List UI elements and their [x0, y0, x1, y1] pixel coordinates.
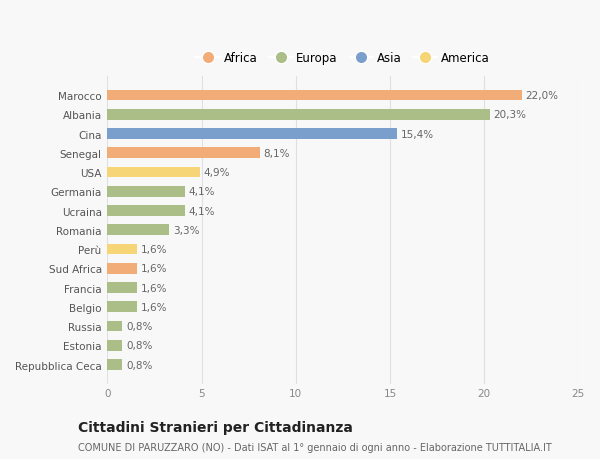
Bar	[107, 244, 137, 255]
Text: 0,8%: 0,8%	[126, 341, 152, 351]
Bar	[107, 321, 122, 331]
Text: 15,4%: 15,4%	[401, 129, 434, 139]
Text: 4,1%: 4,1%	[188, 187, 215, 197]
Text: 1,6%: 1,6%	[141, 264, 168, 274]
Text: 3,3%: 3,3%	[173, 225, 200, 235]
Bar	[107, 359, 122, 370]
Text: 1,6%: 1,6%	[141, 245, 168, 254]
Text: 0,8%: 0,8%	[126, 360, 152, 370]
Text: 20,3%: 20,3%	[494, 110, 527, 120]
Bar	[107, 186, 185, 197]
Text: 1,6%: 1,6%	[141, 283, 168, 293]
Bar	[107, 110, 490, 120]
Text: 8,1%: 8,1%	[264, 148, 290, 158]
Bar	[107, 340, 122, 351]
Bar	[107, 302, 137, 313]
Text: Cittadini Stranieri per Cittadinanza: Cittadini Stranieri per Cittadinanza	[78, 420, 353, 434]
Legend: Africa, Europa, Asia, America: Africa, Europa, Asia, America	[196, 52, 489, 65]
Bar	[107, 263, 137, 274]
Text: 1,6%: 1,6%	[141, 302, 168, 312]
Bar	[107, 129, 397, 140]
Text: 22,0%: 22,0%	[526, 91, 559, 101]
Bar	[107, 90, 522, 101]
Text: 4,1%: 4,1%	[188, 206, 215, 216]
Bar	[107, 168, 200, 178]
Bar	[107, 283, 137, 293]
Bar	[107, 225, 169, 235]
Text: 4,9%: 4,9%	[203, 168, 230, 178]
Bar	[107, 148, 260, 159]
Text: 0,8%: 0,8%	[126, 321, 152, 331]
Text: COMUNE DI PARUZZARO (NO) - Dati ISAT al 1° gennaio di ogni anno - Elaborazione T: COMUNE DI PARUZZARO (NO) - Dati ISAT al …	[78, 442, 552, 452]
Bar	[107, 206, 185, 216]
